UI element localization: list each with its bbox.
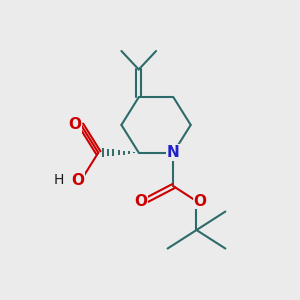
Text: O: O bbox=[134, 194, 148, 209]
Text: O: O bbox=[69, 117, 82, 132]
Text: H: H bbox=[54, 173, 64, 188]
Text: N: N bbox=[167, 145, 180, 160]
Text: O: O bbox=[194, 194, 206, 209]
Text: O: O bbox=[71, 173, 84, 188]
